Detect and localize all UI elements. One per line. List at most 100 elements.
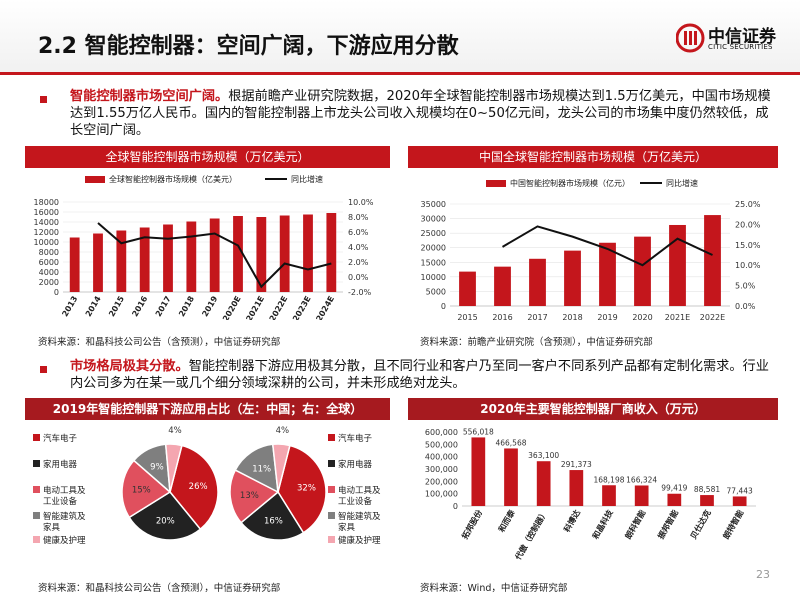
bar [69, 237, 80, 292]
y2-tick-label: 10.0% [735, 261, 761, 270]
pie-label: 4% [276, 426, 290, 436]
y-tick-label: 8000 [39, 248, 59, 257]
legend-label-line: 同比增速 [291, 174, 323, 184]
y-tick-label: 30000 [421, 215, 446, 224]
pie-label: 16% [264, 516, 283, 526]
global-market-chart: 全球智能控制器市场规模（亿美元） 同比增速 02000400060008000100… [34, 174, 374, 321]
legend-item: 健康及护理 [33, 535, 86, 546]
pie-label: 4% [168, 426, 182, 436]
legend-item: 电动工具及工业设备 [33, 485, 86, 507]
x-tick-label: 代傲（控制器） [512, 508, 549, 562]
y-tick-label: 5000 [426, 287, 446, 296]
y-tick-label: 16000 [34, 208, 59, 217]
pie-slice [169, 444, 219, 531]
x-tick-label: 和晶科技 [590, 507, 615, 541]
section2-highlight: 市场格局极其分散。 [70, 359, 189, 374]
y-tick-label: 2000 [39, 278, 59, 287]
bar [700, 495, 714, 506]
y-tick-label: 4000 [39, 268, 59, 277]
y-tick-label: 12000 [34, 228, 59, 237]
legend-swatch [33, 536, 40, 543]
legend-label: 汽车电子 [43, 433, 78, 444]
section2-paragraph: 市场格局极其分散。智能控制器下游应用极其分散，且不同行业和客户乃至同一客户不同系… [70, 358, 778, 392]
x-tick-label: 2018 [177, 294, 196, 318]
bar [564, 250, 581, 306]
bar [233, 216, 243, 292]
pie-label: 20% [156, 516, 175, 526]
bar [504, 448, 518, 506]
bar [459, 271, 476, 306]
bar [279, 215, 290, 292]
header-divider [0, 72, 800, 75]
x-tick-label: 振邦智能 [655, 508, 680, 541]
header-bar [0, 0, 800, 72]
x-tick-label: 2021E [665, 313, 690, 322]
y-tick-label: 0 [54, 288, 59, 297]
y-tick-label: 14000 [34, 218, 59, 227]
y-tick-label: 35000 [421, 200, 446, 209]
legend-item: 智能建筑及家具 [33, 511, 86, 533]
pie-label: 15% [132, 486, 151, 496]
legend-swatch [33, 512, 40, 519]
x-tick-label: 2016 [492, 313, 512, 322]
section2-text: 智能控制器下游应用极其分散，且不同行业和客户乃至同一客户不同系列产品都有定制化需… [70, 359, 769, 391]
chart1-source: 资料来源：和晶科技公司公告（含预测），中信证券研究部 [38, 337, 281, 348]
pie-slice [121, 459, 172, 519]
pie-slice [271, 443, 291, 493]
y-tick-label: 100,000 [425, 490, 458, 499]
y-tick-label: 500,000 [425, 440, 458, 449]
bar [93, 233, 103, 292]
y-tick-label: 6000 [39, 258, 59, 267]
x-tick-label: 拓邦股份 [459, 507, 484, 541]
y2-tick-label: 20.0% [735, 220, 761, 229]
x-tick-label: 2014 [84, 294, 103, 318]
bar-value-label: 556,018 [463, 427, 494, 436]
legend-swatch [328, 536, 335, 543]
pie-slice [234, 443, 279, 494]
y-tick-label: 15000 [421, 258, 446, 267]
bar [471, 437, 486, 506]
bar [303, 214, 313, 292]
bar [139, 227, 150, 292]
x-tick-label: 朗特智能 [721, 508, 746, 541]
page-number: 23 [756, 568, 770, 581]
bar-value-label: 99,419 [661, 484, 687, 493]
bar-value-label: 77,443 [727, 486, 753, 495]
y-tick-label: 600,000 [425, 428, 458, 437]
growth-line [501, 225, 713, 267]
legend-label: 智能建筑及家具 [338, 511, 381, 533]
legend-swatch-bar [85, 176, 105, 183]
pie-label: 26% [189, 482, 208, 492]
pie-slice [229, 469, 280, 524]
legend-swatch [33, 460, 40, 467]
x-tick-label: 2021E [244, 295, 266, 321]
section1-highlight: 智能控制器市场空间广阔。 [70, 89, 229, 104]
y2-tick-label: 0.0% [348, 273, 369, 282]
x-tick-label: 2015 [107, 294, 126, 318]
logo-text: 中信证券 [708, 27, 776, 47]
bar [704, 215, 721, 306]
x-tick-label: 2017 [527, 313, 547, 322]
x-tick-label: 2020E [221, 295, 243, 321]
page-title: 2.2 智能控制器：空间广阔，下游应用分散 [38, 34, 459, 59]
legend-swatch [328, 434, 335, 441]
y-tick-label: 20000 [421, 244, 446, 253]
y-tick-label: 10000 [34, 238, 59, 247]
x-tick-label: 2020 [632, 313, 652, 322]
y2-tick-label: 0.0% [735, 302, 756, 311]
bar [536, 461, 551, 506]
chart2-source: 资料来源：前瞻产业研究院（含预测），中信证券研究部 [420, 337, 653, 348]
legend-label-bar: 中国智能控制器市场规模（亿元） [510, 178, 630, 188]
pie-slice [239, 490, 305, 541]
y2-tick-label: 6.0% [348, 228, 369, 237]
growth-line [97, 222, 332, 289]
china-market-chart: 中国智能控制器市场规模（亿元） 同比增速 0 5000 10000 15000 20000 2… [421, 178, 761, 322]
legend-swatch [33, 486, 40, 493]
x-tick-label: 贝仕达克 [688, 508, 713, 541]
x-tick-label: 2015 [457, 313, 477, 322]
bar-value-label: 88,581 [694, 485, 720, 494]
chart4-title-banner: 2020年主要智能控制器厂商收入（万元） [408, 398, 778, 420]
pie-slice [128, 491, 202, 541]
x-tick-label: 2017 [154, 295, 173, 319]
